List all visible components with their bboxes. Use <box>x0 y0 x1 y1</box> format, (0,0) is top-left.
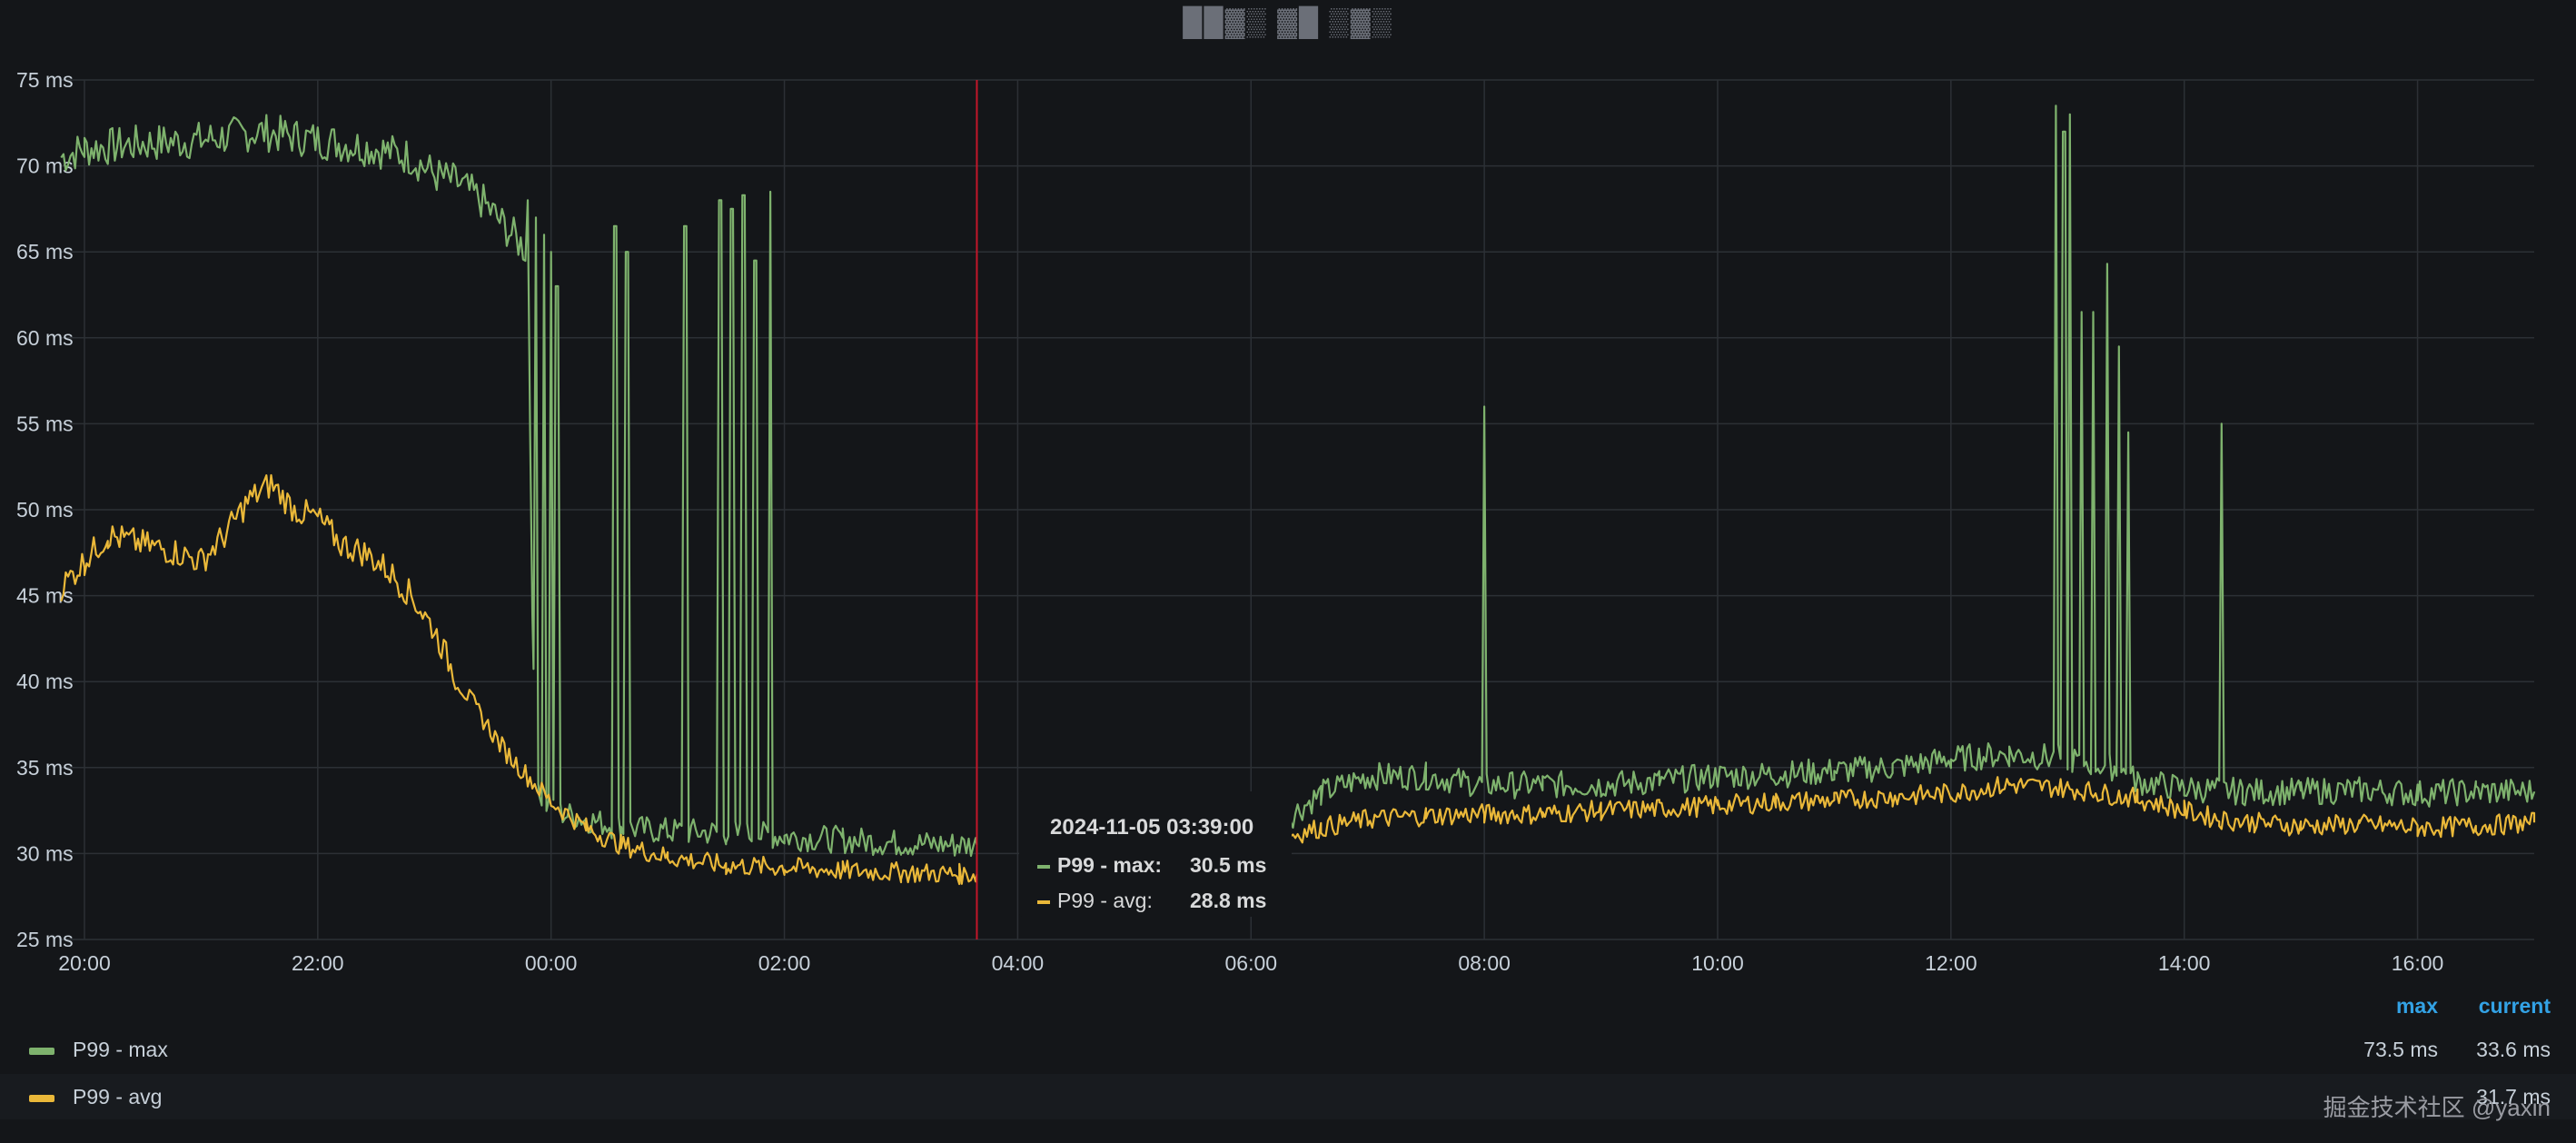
y-tick-label: 40 ms <box>16 670 74 693</box>
x-tick-label: 22:00 <box>292 951 344 975</box>
x-tick-label: 20:00 <box>58 951 111 975</box>
x-tick-label: 02:00 <box>758 951 811 975</box>
y-tick-label: 75 ms <box>16 68 74 92</box>
legend-max-value: 73.5 ms <box>2363 1038 2438 1061</box>
legend-swatch[interactable] <box>29 1095 54 1102</box>
series-color-swatch <box>1037 899 1050 904</box>
tooltip-series-value: 30.5 ms <box>1190 853 1267 877</box>
y-tick-label: 60 ms <box>16 326 74 350</box>
legend-current-value: 33.6 ms <box>2476 1038 2551 1061</box>
legend-row-avg[interactable]: P99 - avg 31.7 ms <box>0 1074 2576 1119</box>
x-tick-label: 10:00 <box>1691 951 1744 975</box>
x-axis: 20:00 22:00 00:00 02:00 04:00 06:00 08:00 10:00… <box>58 951 2443 975</box>
tooltip-row-avg: P99 - avg: 28.8 ms <box>1037 889 1266 914</box>
tooltip-time: 2024-11-05 03:39:00 <box>1050 815 1254 840</box>
y-tick-label: 30 ms <box>16 841 74 865</box>
tooltip-series-value: 28.8 ms <box>1190 889 1267 912</box>
y-tick-label: 65 ms <box>16 240 74 263</box>
x-tick-label: 04:00 <box>992 951 1045 975</box>
tooltip-series-name: P99 - avg: <box>1057 889 1153 912</box>
y-tick-label: 35 ms <box>16 756 74 780</box>
legend-table: max current P99 - max 73.5 ms 33.6 ms P9… <box>0 990 2576 1143</box>
x-tick-label: 00:00 <box>525 951 578 975</box>
y-tick-label: 50 ms <box>16 498 74 522</box>
legend-row-max[interactable]: P99 - max 73.5 ms 33.6 ms <box>0 1027 2576 1072</box>
x-tick-label: 14:00 <box>2158 951 2211 975</box>
panel-title[interactable]: ██▓▒ ▓█ ▒▓▒ <box>1183 7 1393 37</box>
x-tick-label: 12:00 <box>1925 951 1977 975</box>
x-tick-label: 06:00 <box>1224 951 1277 975</box>
x-tick-label: 16:00 <box>2392 951 2444 975</box>
legend-col-current[interactable]: current <box>2478 994 2551 1018</box>
hover-tooltip: 2024-11-05 03:39:00 P99 - max: 30.5 ms P9… <box>1019 791 1292 917</box>
series-line-p99-avg <box>60 473 2536 886</box>
chart-series <box>60 104 2536 886</box>
series-color-swatch <box>1037 864 1050 869</box>
legend-current-value: 31.7 ms <box>2476 1085 2551 1108</box>
tooltip-series-name: P99 - max: <box>1057 853 1163 877</box>
legend-series-name[interactable]: P99 - max <box>73 1038 168 1061</box>
series-line-p99-max <box>60 104 2536 858</box>
x-tick-label: 08:00 <box>1458 951 1511 975</box>
legend-series-name[interactable]: P99 - avg <box>73 1085 163 1108</box>
y-tick-label: 55 ms <box>16 412 74 435</box>
watermark: 掘金技术社区 @yaxin <box>2323 1094 2551 1121</box>
legend-col-max[interactable]: max <box>2395 994 2438 1018</box>
tooltip-row-max: P99 - max: 30.5 ms <box>1037 853 1266 879</box>
y-tick-label: 25 ms <box>16 928 74 951</box>
legend-swatch[interactable] <box>29 1048 54 1055</box>
